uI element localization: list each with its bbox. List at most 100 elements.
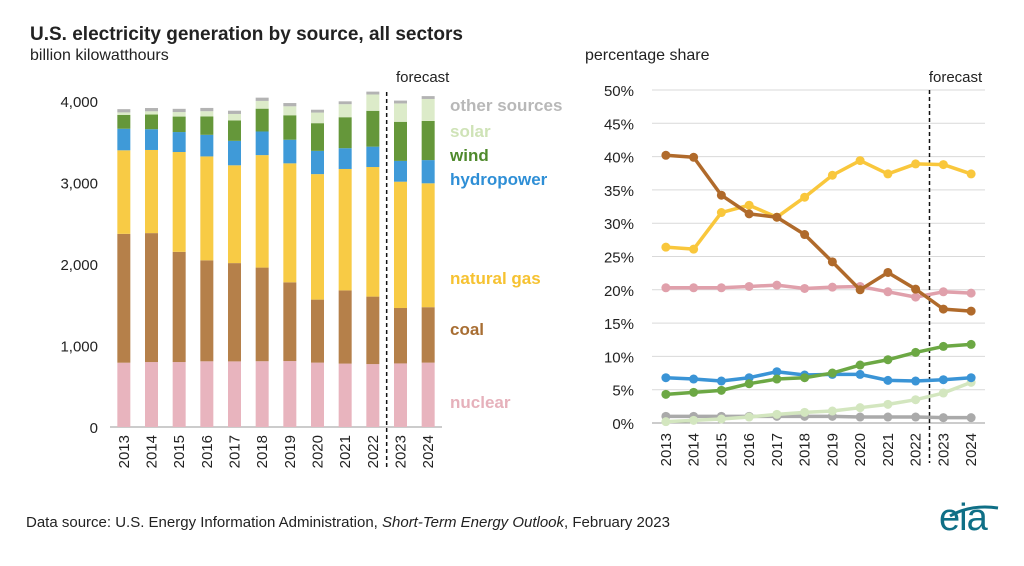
bar-segment-other-sources-2017 — [228, 110, 241, 114]
bar-segment-solar-2019 — [283, 106, 297, 116]
bar-segment-wind-2020 — [311, 123, 324, 151]
right-y-axis-label: percentage share — [585, 47, 710, 64]
point-nuclear-2024 — [966, 288, 976, 298]
bar-segment-nuclear-2015 — [172, 362, 186, 427]
source-suffix: , February 2023 — [564, 514, 670, 531]
point-nuclear-2018 — [800, 283, 810, 293]
bar-segment-solar-2015 — [172, 112, 186, 117]
right-x-tick-label: 2016 — [741, 433, 758, 466]
bar-segment-coal-2014 — [145, 233, 158, 363]
point-natural-gas-2018 — [800, 192, 810, 202]
point-nuclear-2021 — [883, 287, 893, 297]
bar-segment-other-sources-2024 — [421, 96, 435, 99]
bar-segment-coal-2023 — [394, 308, 407, 364]
point-solar-2013 — [661, 417, 671, 427]
bar-segment-natural-gas-2019 — [283, 163, 297, 283]
point-wind-2023 — [938, 341, 948, 351]
point-solar-2016 — [744, 412, 754, 422]
bar-segment-hydropower-2019 — [283, 139, 297, 164]
point-hydropower-2024 — [966, 373, 976, 383]
left-y-tick-label: 4,000 — [60, 94, 98, 111]
right-y-tick-label: 40% — [604, 150, 634, 167]
point-natural-gas-2016 — [744, 200, 754, 210]
point-natural-gas-2013 — [661, 242, 671, 252]
bar-segment-natural-gas-2022 — [366, 167, 380, 297]
bar-segment-other-sources-2013 — [117, 109, 131, 113]
line-coal — [665, 153, 972, 313]
bar-segment-natural-gas-2024 — [421, 183, 435, 308]
bar-segment-coal-2022 — [366, 296, 380, 365]
point-wind-2022 — [911, 347, 921, 357]
legend-label-hydropower: hydropower — [450, 170, 548, 189]
bar-segment-nuclear-2016 — [200, 361, 214, 427]
bar-segment-other-sources-2020 — [311, 109, 324, 113]
bar-segment-wind-2024 — [421, 120, 435, 161]
point-wind-2015 — [716, 385, 726, 395]
point-coal-2024 — [966, 306, 976, 316]
stacked-bar-chart: 0 1,000 2,000 3,000 4,000 2013 2014 2015 2016 201… — [60, 69, 562, 468]
point-wind-2016 — [744, 379, 754, 389]
point-wind-2018 — [800, 373, 810, 383]
bar-segment-solar-2017 — [228, 113, 241, 121]
left-y-axis-label: billion kilowatthours — [30, 47, 169, 64]
bar-segment-nuclear-2024 — [421, 362, 435, 427]
legend-label-coal: coal — [450, 320, 484, 339]
point-hydropower-2020 — [855, 369, 865, 379]
point-natural-gas-2019 — [827, 170, 837, 180]
point-hydropower-2017 — [772, 367, 782, 377]
left-x-tick-label: 2016 — [199, 435, 216, 468]
left-y-tick-label: 3,000 — [60, 176, 98, 193]
bar-segment-wind-2022 — [366, 110, 380, 147]
bar-segment-natural-gas-2013 — [117, 150, 131, 234]
legend-label-other-sources: other sources — [450, 96, 562, 115]
bar-segment-nuclear-2019 — [283, 361, 297, 427]
right-x-tick-label: 2015 — [713, 433, 730, 466]
bar-segment-hydropower-2021 — [338, 148, 352, 169]
left-x-tick-label: 2023 — [393, 435, 410, 468]
point-solar-2022 — [911, 395, 921, 405]
right-y-tick-label: 50% — [604, 83, 634, 100]
point-other-sources-2021 — [883, 412, 893, 422]
bar-segment-wind-2019 — [283, 115, 297, 140]
point-nuclear-2016 — [744, 281, 754, 291]
right-y-tick-label: 10% — [604, 349, 634, 366]
point-hydropower-2022 — [911, 376, 921, 386]
left-y-tick-label: 1,000 — [60, 339, 98, 356]
point-nuclear-2015 — [716, 283, 726, 293]
bar-segment-hydropower-2016 — [200, 134, 214, 157]
bar-segment-coal-2024 — [421, 307, 435, 363]
legend-label-nuclear: nuclear — [450, 393, 511, 412]
right-y-tick-label: 15% — [604, 316, 634, 333]
bar-segment-hydropower-2015 — [172, 132, 186, 153]
bar-segment-nuclear-2023 — [394, 363, 407, 427]
bar-segment-natural-gas-2018 — [255, 155, 269, 268]
point-natural-gas-2023 — [938, 160, 948, 170]
bar-segment-other-sources-2014 — [145, 108, 158, 112]
bar-segment-coal-2018 — [255, 267, 269, 362]
point-coal-2016 — [744, 209, 754, 219]
bar-segment-nuclear-2014 — [145, 362, 158, 427]
point-coal-2014 — [689, 152, 699, 162]
left-y-tick-label: 2,000 — [60, 257, 98, 274]
legend-label-solar: solar — [450, 122, 491, 141]
bar-segment-solar-2018 — [255, 100, 269, 109]
bar-segment-solar-2024 — [421, 98, 435, 121]
bar-segment-hydropower-2023 — [394, 160, 407, 182]
bar-segment-natural-gas-2017 — [228, 165, 241, 264]
line-solar — [665, 380, 972, 424]
point-natural-gas-2024 — [966, 169, 976, 179]
bar-segment-hydropower-2024 — [421, 160, 435, 184]
bar-segment-hydropower-2022 — [366, 146, 380, 168]
data-source-note: Data source: U.S. Energy Information Adm… — [26, 514, 670, 531]
point-coal-2018 — [800, 230, 810, 240]
point-nuclear-2022 — [911, 292, 921, 302]
point-hydropower-2021 — [883, 375, 893, 385]
bar-segment-coal-2021 — [338, 290, 352, 364]
left-y-tick-label: 0 — [90, 420, 98, 437]
bar-segment-coal-2017 — [228, 263, 241, 362]
bar-segment-natural-gas-2015 — [172, 152, 186, 252]
bar-segment-nuclear-2013 — [117, 362, 131, 427]
right-x-tick-label: 2013 — [658, 433, 675, 466]
point-other-sources-2023 — [938, 413, 948, 423]
